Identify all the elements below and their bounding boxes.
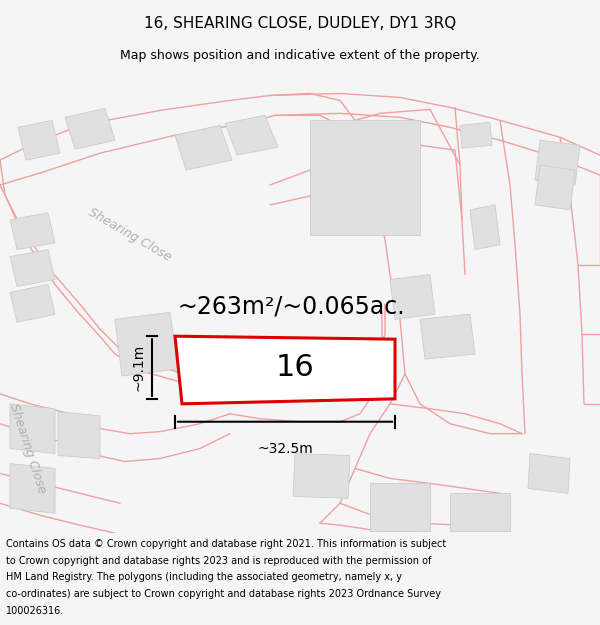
Polygon shape [450, 493, 510, 531]
Polygon shape [293, 454, 350, 498]
Text: Shearing Close: Shearing Close [7, 402, 49, 495]
Polygon shape [535, 165, 575, 210]
Text: HM Land Registry. The polygons (including the associated geometry, namely x, y: HM Land Registry. The polygons (includin… [6, 572, 402, 582]
Polygon shape [175, 336, 395, 404]
Polygon shape [10, 284, 55, 322]
Text: 100026316.: 100026316. [6, 606, 64, 616]
Polygon shape [10, 213, 55, 249]
Text: ~9.1m: ~9.1m [131, 344, 145, 391]
Polygon shape [310, 121, 420, 235]
Polygon shape [115, 312, 178, 376]
Polygon shape [470, 205, 500, 249]
Polygon shape [10, 464, 55, 513]
Polygon shape [460, 122, 492, 148]
Polygon shape [10, 249, 55, 286]
Polygon shape [10, 404, 55, 454]
Text: 16: 16 [275, 353, 314, 382]
Polygon shape [535, 140, 580, 185]
Polygon shape [390, 274, 435, 319]
Polygon shape [175, 125, 232, 170]
Polygon shape [58, 412, 100, 459]
Text: ~32.5m: ~32.5m [257, 442, 313, 456]
Polygon shape [18, 121, 60, 160]
Polygon shape [370, 483, 430, 531]
Text: to Crown copyright and database rights 2023 and is reproduced with the permissio: to Crown copyright and database rights 2… [6, 556, 431, 566]
Text: co-ordinates) are subject to Crown copyright and database rights 2023 Ordnance S: co-ordinates) are subject to Crown copyr… [6, 589, 441, 599]
Text: Map shows position and indicative extent of the property.: Map shows position and indicative extent… [120, 49, 480, 62]
Polygon shape [225, 116, 278, 155]
Text: Contains OS data © Crown copyright and database right 2021. This information is : Contains OS data © Crown copyright and d… [6, 539, 446, 549]
Polygon shape [528, 454, 570, 493]
Polygon shape [65, 108, 115, 149]
Text: 16, SHEARING CLOSE, DUDLEY, DY1 3RQ: 16, SHEARING CLOSE, DUDLEY, DY1 3RQ [144, 16, 456, 31]
Polygon shape [420, 314, 475, 359]
Text: ~263m²/~0.065ac.: ~263m²/~0.065ac. [178, 294, 406, 318]
Text: Shearing Close: Shearing Close [86, 206, 174, 264]
